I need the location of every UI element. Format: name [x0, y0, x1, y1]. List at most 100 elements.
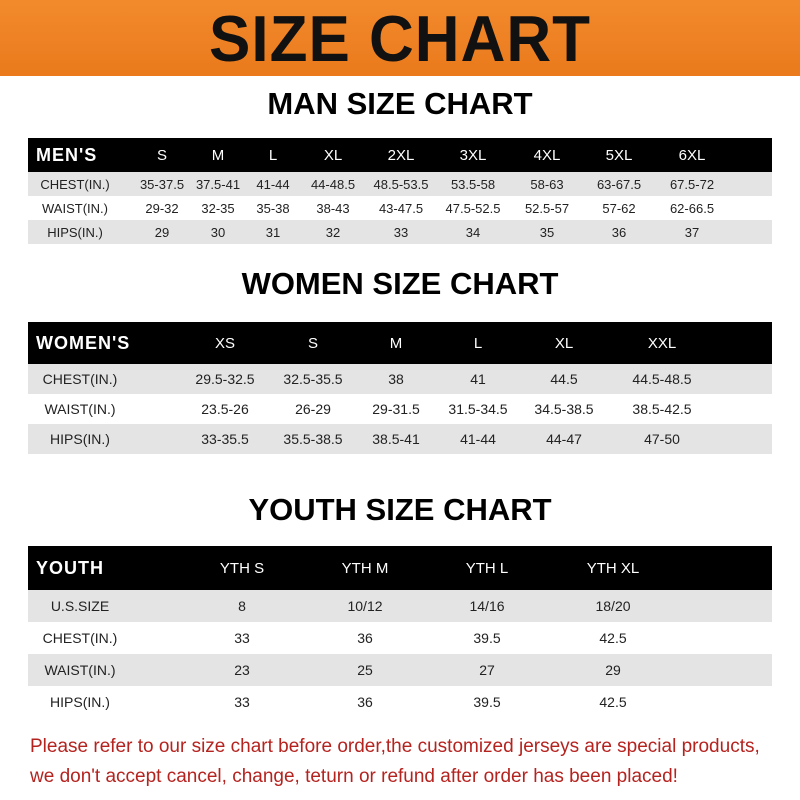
size-value-cell: 47.5-52.5	[445, 200, 501, 216]
size-value-cell: 26-29	[295, 401, 331, 417]
size-header-cell: S	[156, 146, 168, 164]
size-value-cell: 37	[684, 224, 700, 240]
table-row: CHEST(IN.) 35-37.5 37.5-41 41-44 44-48.5 48.5…	[28, 172, 772, 196]
size-value-cell: 63-67.5	[596, 176, 642, 192]
youth-section-title: YOUTH SIZE CHART	[248, 492, 552, 527]
size-value-cell: 36	[357, 694, 373, 710]
size-value-cell: 33	[393, 224, 409, 240]
size-value-cell: 57-62	[602, 200, 636, 216]
size-value-cell: 35.5-38.5	[283, 431, 343, 447]
notice-line-2: we don't accept cancel, change, teturn o…	[30, 766, 678, 787]
measurement-label: CHEST(IN.)	[42, 371, 118, 387]
measurement-label: CHEST(IN.)	[40, 176, 110, 192]
size-value-cell: 41	[470, 371, 486, 387]
size-value-cell: 34	[465, 224, 481, 240]
notice-text: Please refer to our size chart before or…	[30, 732, 790, 792]
size-header-cell: YTH S	[219, 559, 265, 577]
table-row: CHEST(IN.) 29.5-32.5 32.5-35.5 38 41 44.5 44.5…	[28, 364, 772, 394]
size-header-cell: YTH M	[341, 559, 389, 577]
size-value-cell: 39.5	[473, 630, 501, 646]
size-value-cell: 31.5-34.5	[448, 401, 508, 417]
size-value-cell: 25	[357, 662, 373, 678]
table-row: HIPS(IN.) 33 36 39.5 42.5	[28, 686, 772, 718]
size-value-cell: 38.5-41	[372, 431, 420, 447]
table-row: HIPS(IN.) 33-35.5 35.5-38.5 38.5-41 41-44 44-…	[28, 424, 772, 454]
size-value-cell: 42.5	[599, 694, 627, 710]
women-size-table: WOMEN'S XS S M L XL XXL CHEST(IN.) 29.5-32.5 32.5…	[28, 322, 772, 454]
size-header-cell: 3XL	[459, 146, 487, 164]
size-value-cell: 44.5	[550, 371, 578, 387]
table-row: CHEST(IN.) 33 36 39.5 42.5	[28, 622, 772, 654]
size-value-cell: 35	[539, 224, 555, 240]
table-title-cell: WOMEN'S	[36, 332, 131, 353]
table-row: WAIST(IN.) 23.5-26 26-29 29-31.5 31.5-34.5 34…	[28, 394, 772, 424]
measurement-label: HIPS(IN.)	[47, 224, 103, 240]
size-value-cell: 29.5-32.5	[195, 371, 255, 387]
size-value-cell: 33	[234, 630, 250, 646]
size-value-cell: 48.5-53.5	[373, 176, 429, 192]
size-value-cell: 31	[265, 224, 281, 240]
measurement-label: CHEST(IN.)	[42, 630, 118, 646]
banner: SIZE CHART	[0, 0, 800, 76]
measurement-label: WAIST(IN.)	[42, 200, 108, 216]
size-value-cell: 30	[210, 224, 226, 240]
size-header-cell: M	[211, 146, 225, 164]
size-value-cell: 27	[479, 662, 495, 678]
table-title-cell: MEN'S	[36, 144, 98, 165]
size-value-cell: 32.5-35.5	[283, 371, 343, 387]
measurement-label: HIPS(IN.)	[50, 431, 110, 447]
size-value-cell: 43-47.5	[378, 200, 424, 216]
size-value-cell: 8	[238, 598, 246, 614]
size-value-cell: 33-35.5	[201, 431, 249, 447]
size-value-cell: 38.5-42.5	[632, 401, 692, 417]
size-value-cell: 38-43	[316, 200, 350, 216]
table-row: WAIST(IN.) 29-32 32-35 35-38 38-43 43-47.5 47.…	[28, 196, 772, 220]
size-value-cell: 44-47	[546, 431, 582, 447]
size-header-cell: YTH L	[465, 559, 509, 577]
measurement-label: WAIST(IN.)	[44, 401, 116, 417]
size-header-cell: S	[307, 334, 319, 352]
size-value-cell: 36	[357, 630, 373, 646]
table-title-cell: YOUTH	[36, 557, 104, 578]
size-value-cell: 41-44	[256, 176, 290, 192]
size-value-cell: 53.5-58	[450, 176, 496, 192]
size-value-cell: 62-66.5	[669, 200, 715, 216]
size-value-cell: 29-32	[145, 200, 179, 216]
size-header-cell: 2XL	[387, 146, 415, 164]
size-header-cell: XS	[214, 334, 236, 352]
men-size-table: MEN'S S M L XL 2XL 3XL 4XL 5XL 6XL CHEST(IN.) 35-37…	[28, 138, 772, 244]
size-value-cell: 39.5	[473, 694, 501, 710]
table-header-row: YOUTH YTH S YTH M YTH L YTH XL	[28, 546, 772, 590]
size-value-cell: 35-38	[256, 200, 290, 216]
size-value-cell: 29	[154, 224, 170, 240]
size-value-cell: 33	[234, 694, 250, 710]
size-value-cell: 14/16	[469, 598, 505, 614]
size-header-cell: L	[473, 334, 483, 352]
size-value-cell: 47-50	[644, 431, 680, 447]
measurement-label: U.S.SIZE	[50, 598, 110, 614]
size-value-cell: 32	[325, 224, 341, 240]
measurement-label: HIPS(IN.)	[50, 694, 110, 710]
size-header-cell: L	[268, 146, 278, 164]
size-value-cell: 41-44	[460, 431, 496, 447]
size-value-cell: 36	[611, 224, 627, 240]
size-value-cell: 34.5-38.5	[534, 401, 594, 417]
size-value-cell: 52.5-57	[524, 200, 570, 216]
size-value-cell: 10/12	[347, 598, 383, 614]
size-value-cell: 23	[234, 662, 250, 678]
size-header-cell: XXL	[647, 334, 677, 352]
size-value-cell: 44-48.5	[310, 176, 356, 192]
banner-title: SIZE CHART	[209, 3, 591, 76]
size-value-cell: 44.5-48.5	[632, 371, 692, 387]
size-header-cell: M	[389, 334, 403, 352]
notice-line-1: Please refer to our size chart before or…	[30, 736, 760, 757]
youth-size-table: YOUTH YTH S YTH M YTH L YTH XL U.S.SIZE 8 10/12…	[28, 546, 772, 718]
size-value-cell: 67.5-72	[669, 176, 715, 192]
table-header-row: WOMEN'S XS S M L XL XXL	[28, 322, 772, 364]
size-value-cell: 35-37.5	[139, 176, 185, 192]
size-value-cell: 32-35	[201, 200, 235, 216]
size-header-cell: XL	[554, 334, 574, 352]
size-value-cell: 37.5-41	[195, 176, 241, 192]
size-value-cell: 23.5-26	[201, 401, 249, 417]
size-value-cell: 38	[388, 371, 404, 387]
